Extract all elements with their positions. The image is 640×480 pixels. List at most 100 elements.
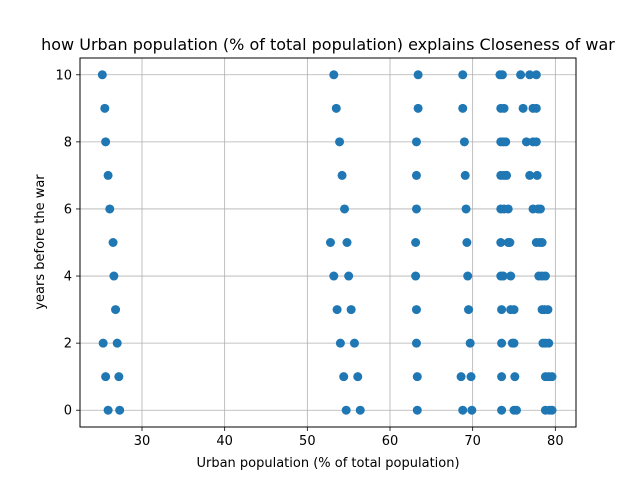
- y-tick-label: 4: [64, 270, 72, 285]
- scatter-point: [497, 405, 507, 415]
- scatter-point: [412, 405, 422, 415]
- x-tick-label: 70: [464, 434, 481, 449]
- scatter-point: [337, 170, 347, 180]
- scatter-point: [413, 70, 423, 80]
- scatter-point: [516, 70, 526, 80]
- scatter-point: [101, 137, 111, 147]
- scatter-point: [540, 271, 550, 281]
- x-tick-label: 40: [216, 434, 233, 449]
- scatter-point: [497, 338, 507, 348]
- scatter-point: [518, 103, 528, 113]
- scatter-point: [509, 305, 519, 315]
- y-tick-label: 2: [64, 337, 72, 352]
- scatter-point: [456, 372, 466, 382]
- scatter-point: [460, 170, 470, 180]
- chart-title: how Urban population (% of total populat…: [41, 35, 615, 54]
- scatter-point: [535, 204, 545, 214]
- scatter-point: [329, 70, 339, 80]
- scatter-point: [332, 305, 342, 315]
- scatter-point: [341, 405, 351, 415]
- y-tick-label: 8: [64, 135, 72, 150]
- scatter-point: [531, 103, 541, 113]
- scatter-point: [329, 271, 339, 281]
- scatter-point: [411, 170, 421, 180]
- x-tick-label: 80: [547, 434, 564, 449]
- y-tick-label: 0: [64, 404, 72, 419]
- scatter-point: [100, 103, 110, 113]
- x-tick-label: 30: [134, 434, 151, 449]
- scatter-point: [537, 238, 547, 247]
- scatter-point: [547, 372, 557, 382]
- scatter-point: [498, 271, 508, 281]
- scatter-point: [502, 170, 512, 180]
- scatter-point: [412, 372, 422, 382]
- scatter-point: [497, 70, 507, 80]
- scatter-point: [467, 405, 477, 415]
- scatter-point: [411, 204, 421, 214]
- plot-frame: [79, 57, 577, 428]
- scatter-point: [335, 338, 345, 348]
- scatter-point: [105, 204, 115, 214]
- scatter-point: [101, 372, 111, 382]
- scatter-point: [342, 238, 352, 247]
- scatter-point: [459, 137, 469, 147]
- scatter-point: [509, 338, 519, 348]
- scatter-point: [108, 238, 118, 247]
- scatter-point: [458, 70, 468, 80]
- scatter-point: [112, 338, 122, 348]
- scatter-point: [458, 103, 468, 113]
- scatter-point: [543, 305, 553, 315]
- scatter-point: [497, 305, 507, 315]
- scatter-point: [511, 405, 521, 415]
- data-points: [97, 70, 557, 415]
- scatter-point: [458, 405, 468, 415]
- grid: [80, 58, 576, 427]
- scatter-point: [111, 305, 121, 315]
- scatter-point: [411, 137, 421, 147]
- scatter-point: [532, 170, 542, 180]
- scatter-point: [531, 137, 541, 147]
- x-tick-label: 60: [382, 434, 399, 449]
- scatter-point: [353, 372, 363, 382]
- scatter-point: [506, 271, 516, 281]
- x-tick-label: 50: [299, 434, 316, 449]
- scatter-point: [115, 405, 125, 415]
- scatter-point: [547, 405, 557, 415]
- scatter-point: [462, 238, 472, 247]
- scatter-point: [331, 103, 341, 113]
- scatter-point: [335, 137, 345, 147]
- y-axis-label: years before the war: [33, 174, 48, 310]
- scatter-point: [97, 70, 107, 80]
- scatter-point: [340, 204, 350, 214]
- scatter-point: [98, 338, 108, 348]
- scatter-point: [325, 238, 335, 247]
- y-tick-label: 6: [64, 202, 72, 217]
- scatter-point: [499, 103, 509, 113]
- scatter-point: [339, 372, 349, 382]
- scatter-point: [114, 372, 124, 382]
- scatter-point: [531, 70, 541, 80]
- y-tick-label: 10: [55, 68, 72, 83]
- scatter-point: [411, 238, 421, 247]
- scatter-point: [413, 103, 423, 113]
- scatter-point: [521, 137, 531, 147]
- scatter-point: [496, 238, 506, 247]
- scatter-point: [465, 338, 475, 348]
- scatter-point: [344, 271, 354, 281]
- scatter-point: [510, 372, 520, 382]
- scatter-point: [501, 137, 511, 147]
- scatter-point: [103, 170, 113, 180]
- scatter-point: [411, 271, 421, 281]
- scatter-point: [103, 405, 113, 415]
- scatter-point: [464, 305, 474, 315]
- scatter-point: [466, 372, 476, 382]
- scatter-point: [525, 170, 535, 180]
- scatter-point: [355, 405, 365, 415]
- scatter-point: [505, 238, 515, 247]
- scatter-point: [544, 338, 554, 348]
- scatter-point: [525, 70, 535, 80]
- scatter-point: [349, 338, 359, 348]
- scatter-point: [109, 271, 119, 281]
- scatter-point: [411, 338, 421, 348]
